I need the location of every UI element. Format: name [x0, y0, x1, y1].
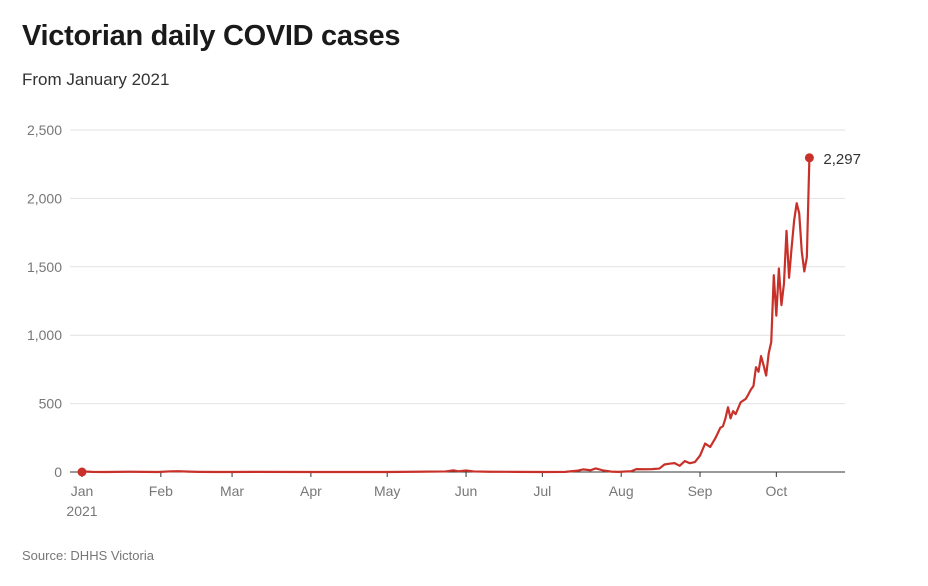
x-tick-label: Sep	[688, 483, 713, 499]
x-tick-label: May	[374, 483, 400, 499]
x-tick-label: Apr	[300, 483, 322, 499]
y-tick-label: 2,500	[27, 122, 62, 138]
x-tick-label: Jan	[71, 483, 94, 499]
y-tick-label: 0	[54, 464, 62, 480]
chart-title: Victorian daily COVID cases	[22, 20, 401, 52]
x-tick-sublabel: 2021	[66, 503, 97, 519]
x-tick-label: Oct	[765, 483, 787, 499]
y-tick-label: 1,500	[27, 259, 62, 275]
x-tick-label: Feb	[149, 483, 173, 499]
series-layer	[81, 157, 811, 474]
x-tick-label: Jun	[455, 483, 478, 499]
point-marker	[77, 467, 87, 477]
point-marker	[804, 153, 814, 163]
gridlines	[70, 129, 845, 405]
x-tick-label: Aug	[609, 483, 634, 499]
end-value-label: 2,297	[823, 151, 861, 168]
source-note: Source: DHHS Victoria	[22, 548, 154, 563]
x-axis-ticks: Jan 2021 Feb Mar Apr May Jun Jul Aug Sep Oct	[66, 472, 787, 519]
y-tick-label: 500	[39, 396, 63, 412]
y-axis-ticks: 0 500 1,000 1,500 2,000 2,500	[27, 122, 62, 480]
y-tick-label: 2,000	[27, 190, 62, 206]
x-tick-label: Jul	[533, 483, 551, 499]
y-tick-label: 1,000	[27, 327, 62, 343]
x-tick-label: Mar	[220, 483, 244, 499]
annotation-layer: 2,297	[77, 151, 861, 477]
series-line	[81, 157, 811, 474]
chart-subtitle: From January 2021	[22, 70, 170, 89]
